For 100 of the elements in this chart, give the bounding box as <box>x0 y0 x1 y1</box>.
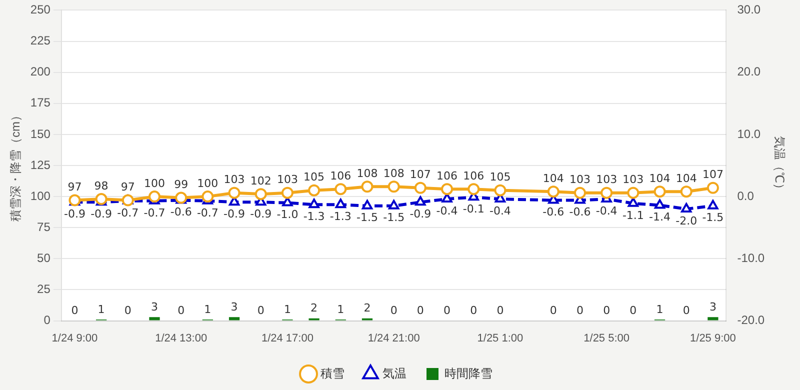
data-label: 0 <box>178 304 185 318</box>
legend-label: 時間降雪 <box>444 366 492 380</box>
x-tick-label: 1/24 21:00 <box>368 332 420 344</box>
data-label: -0.6 <box>569 206 591 219</box>
data-label: 0 <box>576 304 584 318</box>
data-label: -0.1 <box>462 202 484 216</box>
y2-axis-title: 気温（℃） <box>772 136 786 195</box>
y2-tick-label: 0.0 <box>737 188 754 203</box>
data-label: 0 <box>682 304 690 318</box>
data-label: 100 <box>197 176 218 190</box>
data-label: -0.7 <box>144 206 166 220</box>
data-label: 1 <box>337 302 344 316</box>
data-label: 103 <box>622 173 644 186</box>
y-tick-label: 175 <box>30 96 51 110</box>
data-label: 100 <box>144 176 165 190</box>
data-label: -1.5 <box>383 211 405 224</box>
y-tick-label: 25 <box>37 282 51 296</box>
data-label: 0 <box>630 304 637 318</box>
data-label: 103 <box>276 173 298 186</box>
y-tick-label: 150 <box>30 126 51 141</box>
data-label: 106 <box>330 169 352 182</box>
data-label: 0 <box>470 304 478 318</box>
data-label: -1.0 <box>276 208 298 222</box>
data-label: 98 <box>94 179 108 192</box>
y2-tick-label: 10.0 <box>737 126 761 141</box>
data-label: -1.3 <box>330 210 352 223</box>
y-axis-title: 積雪深・降雪（cm） <box>8 110 23 222</box>
data-label: 3 <box>709 300 716 314</box>
data-label: -0.9 <box>224 208 246 221</box>
data-label: 3 <box>230 300 238 314</box>
data-label: -0.9 <box>250 208 272 221</box>
data-label: -0.6 <box>170 206 192 219</box>
y-tick-label: 250 <box>30 2 51 17</box>
data-label: -0.7 <box>117 206 139 220</box>
y2-tick-label: -20.0 <box>737 313 765 328</box>
data-label: -1.3 <box>303 210 325 223</box>
data-label: 0 <box>550 304 557 318</box>
data-label: 0 <box>444 304 451 318</box>
x-tick-label: 1/25 9:00 <box>690 332 736 344</box>
data-label: 1 <box>656 302 664 316</box>
data-label: 0 <box>496 304 504 318</box>
data-label: -1.1 <box>622 208 644 222</box>
data-label: -1.4 <box>649 210 670 224</box>
data-label: 106 <box>436 169 458 182</box>
y-tick-label: 50 <box>37 250 51 265</box>
data-label: -2.0 <box>676 214 698 228</box>
data-label: 105 <box>490 170 511 184</box>
x-tick-label: 1/24 17:00 <box>261 332 314 344</box>
data-label: 103 <box>569 173 590 186</box>
x-tick-label: 1/24 13:00 <box>155 332 208 344</box>
data-label: 97 <box>120 180 135 194</box>
data-label: 104 <box>676 172 697 185</box>
y2-tick-label: 30.0 <box>737 2 761 17</box>
data-label: 0 <box>416 304 424 318</box>
data-label: 103 <box>596 173 618 186</box>
data-label: 1 <box>204 302 212 316</box>
data-label: 104 <box>542 172 564 185</box>
y-tick-label: 75 <box>37 220 51 234</box>
data-label: 103 <box>224 173 245 186</box>
data-label: 108 <box>356 166 378 180</box>
data-label: 0 <box>603 304 610 318</box>
data-label: 0 <box>257 304 264 318</box>
y-tick-label: 225 <box>30 34 51 48</box>
data-label: 107 <box>410 168 431 182</box>
data-label: -1.5 <box>356 211 378 224</box>
y2-tick-label: 20.0 <box>737 64 761 79</box>
data-label: -0.9 <box>410 208 432 221</box>
data-label: 108 <box>383 166 404 180</box>
y-tick-label: 200 <box>30 64 51 79</box>
data-label: -1.5 <box>702 211 724 224</box>
x-tick-label: 1/25 1:00 <box>477 332 524 344</box>
y-tick-label: 125 <box>30 158 51 172</box>
data-label: 107 <box>702 168 724 182</box>
legend-label: 積雪 <box>320 366 344 380</box>
data-label: 1 <box>98 302 105 316</box>
data-label: 97 <box>68 180 82 194</box>
data-label: 104 <box>649 172 670 185</box>
data-label: -0.9 <box>90 208 112 221</box>
y2-tick-label: -10.0 <box>737 250 765 265</box>
data-label: 0 <box>71 304 78 318</box>
data-label: -0.9 <box>64 208 86 221</box>
data-label: 3 <box>150 300 158 314</box>
data-label: -0.4 <box>489 204 511 218</box>
data-label: 99 <box>174 178 188 192</box>
data-label: -0.4 <box>596 204 618 218</box>
data-label: 106 <box>463 169 484 182</box>
data-label: 0 <box>390 304 398 318</box>
data-label: 105 <box>304 170 325 184</box>
data-label: 0 <box>124 304 132 318</box>
legend-label: 気温 <box>382 366 406 380</box>
y-tick-label: 100 <box>30 188 51 203</box>
data-label: 1 <box>284 302 291 316</box>
data-label: 2 <box>364 302 371 315</box>
data-label: -0.6 <box>542 206 564 219</box>
data-label: -0.7 <box>196 206 218 220</box>
data-label: -0.4 <box>436 204 458 218</box>
x-tick-label: 1/24 9:00 <box>52 332 98 344</box>
x-tick-label: 1/25 5:00 <box>584 332 630 344</box>
data-label: 2 <box>310 302 318 315</box>
y-tick-label: 0 <box>44 313 51 328</box>
